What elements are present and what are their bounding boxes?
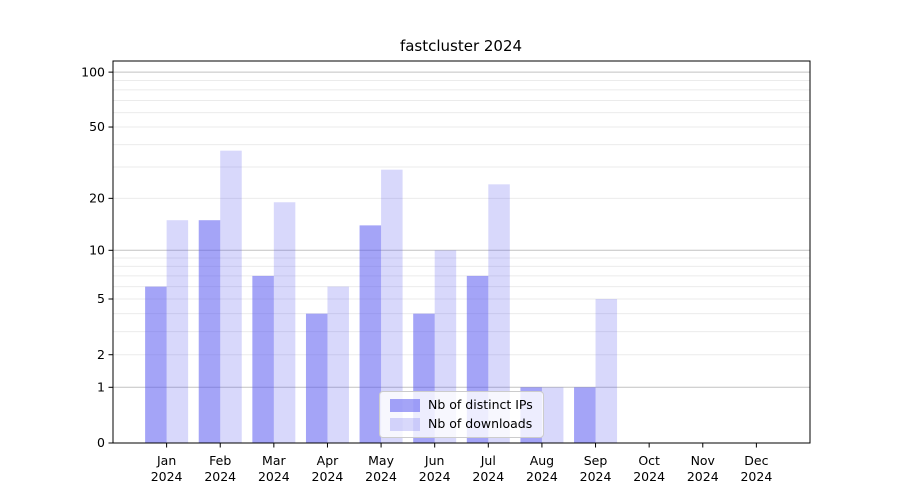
x-tick-label-month: Feb xyxy=(209,453,231,468)
bar xyxy=(541,387,564,443)
x-tick-label-year: 2024 xyxy=(472,469,504,484)
y-tick-label: 100 xyxy=(81,64,105,79)
x-tick-label-month: Nov xyxy=(691,453,716,468)
x-tick-label-month: May xyxy=(368,453,394,468)
x-tick-label-month: Aug xyxy=(530,453,554,468)
bar xyxy=(305,313,328,443)
axes-spines xyxy=(112,60,811,444)
bar xyxy=(381,169,403,443)
bar xyxy=(488,184,510,443)
x-tick-label-year: 2024 xyxy=(687,469,719,484)
bar xyxy=(273,202,296,443)
x-tick-label-year: 2024 xyxy=(580,469,612,484)
x-tick-label-year: 2024 xyxy=(151,469,183,484)
x-tick-label-year: 2024 xyxy=(258,469,290,484)
y-tick-label: 1 xyxy=(97,379,105,394)
x-tick-label-year: 2024 xyxy=(365,469,397,484)
bar xyxy=(220,150,242,443)
chart-title: fastcluster 2024 xyxy=(400,37,522,55)
bar xyxy=(574,387,596,443)
x-tick-label-month: Apr xyxy=(317,453,339,468)
x-tick-label-month: Sep xyxy=(584,453,608,468)
y-tick-label: 0 xyxy=(97,435,105,450)
bar xyxy=(252,275,274,443)
x-tick-label-month: Jan xyxy=(156,453,176,468)
major-gridlines xyxy=(113,71,810,388)
bar xyxy=(166,220,189,443)
y-tick-label: 20 xyxy=(89,191,105,206)
x-tick-label-month: Dec xyxy=(744,453,768,468)
legend-item: Nb of downloads xyxy=(390,417,533,431)
legend-label: Nb of downloads xyxy=(428,416,533,431)
x-tick-label-month: Oct xyxy=(638,453,660,468)
y-tick-label: 5 xyxy=(97,291,105,306)
bar xyxy=(327,286,349,443)
x-tick-label-year: 2024 xyxy=(419,469,451,484)
legend-item: Nb of distinct IPs xyxy=(390,398,533,412)
legend-swatch-icon xyxy=(390,398,420,412)
x-axis-ticks: Jan2024Feb2024Mar2024Apr2024May2024Jun20… xyxy=(151,443,772,484)
x-tick-label-month: Jul xyxy=(480,453,496,468)
x-tick-label-year: 2024 xyxy=(204,469,236,484)
y-tick-label: 10 xyxy=(89,243,105,258)
x-tick-label-year: 2024 xyxy=(526,469,558,484)
legend-swatch-icon xyxy=(390,417,420,431)
bar xyxy=(145,286,167,443)
x-tick-label-year: 2024 xyxy=(740,469,772,484)
legend-label: Nb of distinct IPs xyxy=(428,397,533,412)
bar xyxy=(595,299,618,443)
bar xyxy=(198,220,221,443)
x-tick-label-month: Jun xyxy=(424,453,445,468)
x-tick-label-month: Mar xyxy=(262,453,286,468)
y-tick-label: 2 xyxy=(97,347,105,362)
y-tick-label: 50 xyxy=(89,119,105,134)
axes-frame xyxy=(112,60,811,444)
y-axis-ticks: 0 1 2 5 10 20 50 100 xyxy=(81,64,113,450)
x-tick-label-year: 2024 xyxy=(312,469,344,484)
x-tick-label-year: 2024 xyxy=(633,469,665,484)
minor-gridlines xyxy=(113,80,810,356)
bar xyxy=(359,225,382,443)
legend: Nb of distinct IPs Nb of downloads xyxy=(379,391,544,438)
